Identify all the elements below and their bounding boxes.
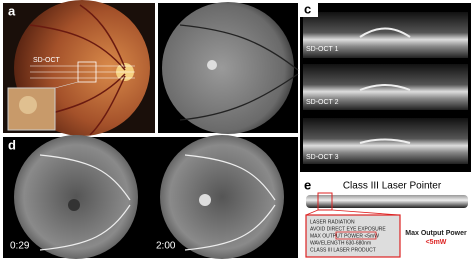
angiogram [14,135,138,259]
panel-label: b [163,3,171,18]
panel-a: a SD-OCT [3,0,155,136]
lesion-profile [359,84,411,91]
highlight-box [335,231,377,240]
highlight-box [317,192,333,211]
label-bg [300,3,318,17]
device-label-text: LASER RADIATION AVOID DIRECT EYE EXPOSUR… [310,219,386,253]
callout: Max Output Power [405,230,467,237]
panel-label: a [8,3,16,18]
scan-label: SD-OCT 1 [306,46,339,53]
vessels [29,4,126,136]
label-line: WAVELENGTH 630-680nm [310,240,371,246]
label-line: CLASS III LASER PRODUCT [310,247,376,253]
scan-lines [30,65,135,79]
connector [305,209,319,216]
lesion-profile [359,27,411,38]
panel-label: e [304,177,311,192]
time-label: 2:00 [156,241,176,252]
angiogram [160,135,284,259]
inset-lesion [19,96,37,114]
callout-value: <5mW [426,239,447,246]
time-label: 0:29 [10,241,30,252]
label-line: AVOID DIRECT EYE EXPOSURE [310,226,386,232]
vessels [39,154,276,251]
oct-scan [303,118,468,164]
connector [331,209,401,216]
lesion-profile [359,138,411,144]
panel-label: d [8,137,16,152]
oct-scan [303,64,468,110]
panel-label: c [304,1,311,16]
lesion [199,194,211,206]
scan-label: SD-OCT [33,57,61,64]
device-label [305,214,401,258]
panel-e: e Class III Laser Pointer LASER RADIATIO… [300,176,471,258]
scan-label: SD-OCT 3 [306,154,339,161]
label-line: MAX OUTPUT POWER <5mW [310,233,379,239]
lesion [207,60,217,70]
lesion [68,199,80,211]
vessels [179,24,299,121]
label-line: LASER RADIATION [310,219,355,225]
oct-scan [303,12,468,58]
laser-pointer [306,195,468,208]
zoom-line [54,81,79,89]
panel-c: c SD-OCT 1 SD-OCT 2 SD-OCT 3 [300,1,471,172]
panel-d: d 0:29 2:00 [3,135,298,259]
autofluorescence [162,2,294,134]
scan-label: SD-OCT 2 [306,99,339,106]
panel-title: Class III Laser Pointer [343,181,442,192]
zoom-box [77,61,97,83]
panel-b: b [158,2,299,134]
